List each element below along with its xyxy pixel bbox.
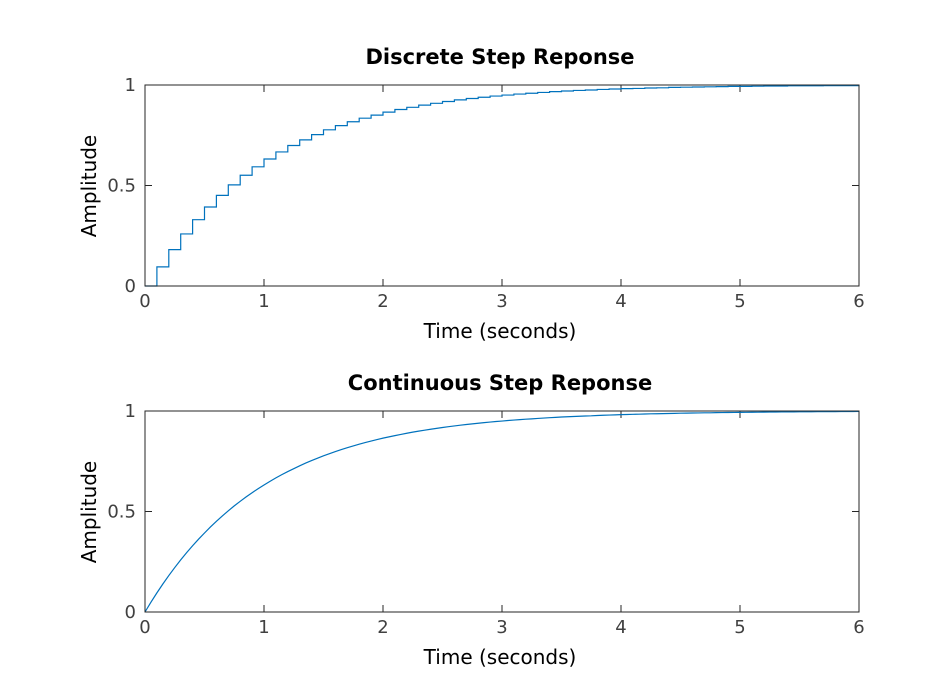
series-group bbox=[145, 84, 860, 287]
x-tick-label: 3 bbox=[496, 617, 507, 638]
y-axis-label: Amplitude bbox=[77, 461, 101, 564]
x-tick-label: 2 bbox=[377, 291, 388, 312]
tick-group: 0 1 2 3 4 5 6 0 0.5 1 bbox=[107, 75, 864, 312]
response-line bbox=[145, 85, 860, 287]
x-tick-label: 5 bbox=[734, 291, 745, 312]
plot-title: Discrete Step Reponse bbox=[365, 45, 634, 69]
x-tick-label: 4 bbox=[615, 291, 626, 312]
x-tick-label: 1 bbox=[258, 291, 269, 312]
x-tick-label: 6 bbox=[853, 291, 864, 312]
discrete-step-response-plot: Discrete Step Reponse Amplitude Time (se… bbox=[77, 45, 865, 343]
x-tick-label: 1 bbox=[258, 617, 269, 638]
y-tick-label: 0 bbox=[125, 276, 136, 297]
continuous-step-response-plot: Continuous Step Reponse Amplitude Time (… bbox=[77, 371, 865, 669]
x-tick-label: 6 bbox=[853, 617, 864, 638]
plot-title: Continuous Step Reponse bbox=[348, 371, 652, 395]
y-axis-label: Amplitude bbox=[77, 135, 101, 238]
x-tick-label: 0 bbox=[139, 617, 150, 638]
x-tick-label: 4 bbox=[615, 617, 626, 638]
y-tick-label: 1 bbox=[125, 75, 136, 96]
x-tick-label: 3 bbox=[496, 291, 507, 312]
x-tick-label: 5 bbox=[734, 617, 745, 638]
x-axis-label: Time (seconds) bbox=[423, 319, 577, 343]
axes-box bbox=[144, 84, 860, 287]
series-group bbox=[144, 410, 860, 613]
x-tick-label: 2 bbox=[377, 617, 388, 638]
tick-group: 0 1 2 3 4 5 6 0 0.5 1 bbox=[107, 401, 864, 638]
response-line bbox=[144, 410, 860, 613]
y-tick-label: 1 bbox=[125, 401, 136, 422]
x-axis-label: Time (seconds) bbox=[423, 645, 577, 669]
y-tick-label: 0.5 bbox=[107, 502, 136, 523]
y-tick-label: 0.5 bbox=[107, 176, 136, 197]
x-tick-label: 0 bbox=[139, 291, 150, 312]
y-tick-label: 0 bbox=[125, 602, 136, 623]
axes-box bbox=[144, 410, 860, 613]
